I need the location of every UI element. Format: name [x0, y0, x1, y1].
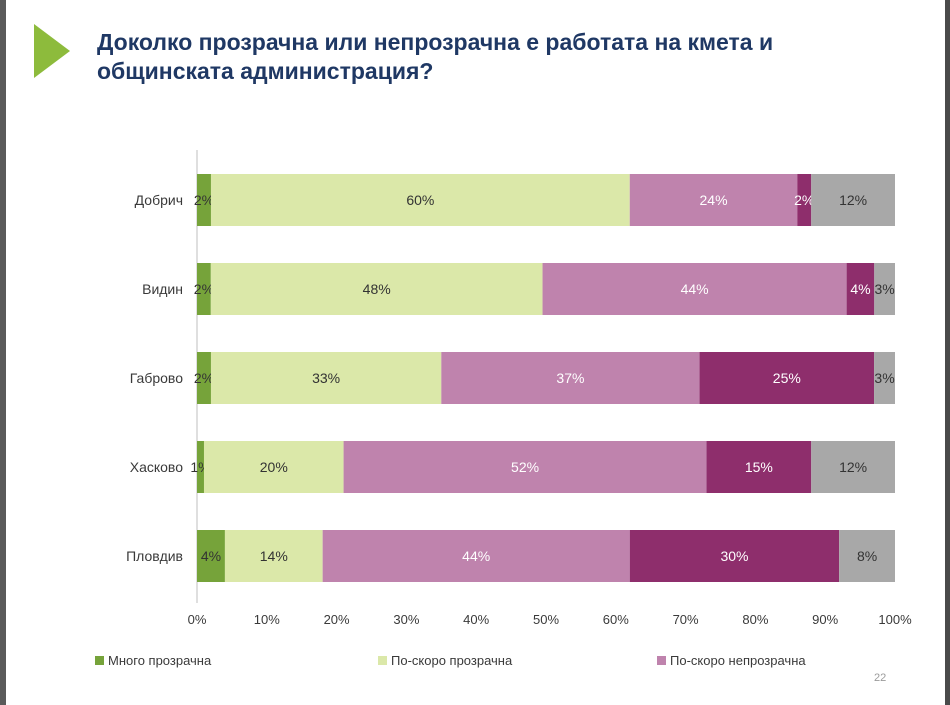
x-tick-label: 0% [188, 612, 207, 627]
category-label: Габрово [130, 370, 183, 386]
bar-segment [343, 441, 707, 493]
bar-segment [797, 174, 812, 226]
bar-segment [811, 174, 895, 226]
slide-right-edge [945, 0, 950, 705]
data-label: 4% [850, 281, 870, 297]
legend-label: По-скоро непрозрачна [670, 653, 806, 668]
data-label: 20% [260, 459, 288, 475]
data-label: 8% [857, 548, 877, 564]
category-label: Видин [142, 281, 183, 297]
data-label: 15% [745, 459, 773, 475]
slide-title: Доколко прозрачна или непрозрачна е рабо… [97, 29, 774, 84]
data-label: 37% [556, 370, 584, 386]
triangle-logo-icon [34, 24, 70, 78]
bar-segment [811, 441, 895, 493]
x-tick-label: 30% [393, 612, 419, 627]
bar-segment [629, 530, 840, 582]
bar-segment [846, 263, 875, 315]
category-label: Хасково [130, 459, 183, 475]
bar-segment [197, 263, 211, 315]
category-label: Добрич [135, 192, 183, 208]
x-tick-label: 60% [603, 612, 629, 627]
bar-segment [197, 441, 204, 493]
data-label: 3% [874, 370, 894, 386]
data-label: 2% [794, 192, 814, 208]
bar-segment [197, 174, 211, 226]
data-label: 25% [773, 370, 801, 386]
legend-swatch [378, 656, 387, 665]
bar-segment [874, 263, 895, 315]
x-tick-label: 90% [812, 612, 838, 627]
x-tick-label: 70% [673, 612, 699, 627]
x-tick-label: 40% [463, 612, 489, 627]
bar-segment [706, 441, 812, 493]
data-label: 3% [875, 281, 895, 297]
data-label: 52% [511, 459, 539, 475]
x-tick-label: 10% [254, 612, 280, 627]
data-label: 2% [194, 370, 214, 386]
data-label: 12% [839, 192, 867, 208]
bar-segment [699, 352, 875, 404]
bar-segment [441, 352, 700, 404]
legend-swatch [657, 656, 666, 665]
data-label: 14% [260, 548, 288, 564]
bar-segment [322, 530, 630, 582]
bar-segment [210, 174, 630, 226]
legend-label: Много прозрачна [108, 653, 212, 668]
bar-segment [197, 352, 211, 404]
data-label: 2% [194, 192, 214, 208]
data-label: 24% [700, 192, 728, 208]
data-label: 33% [312, 370, 340, 386]
x-tick-label: 50% [533, 612, 559, 627]
data-label: 48% [363, 281, 391, 297]
bar-segment [224, 530, 323, 582]
data-label: 2% [194, 281, 214, 297]
data-label: 60% [406, 192, 434, 208]
bar-segment [874, 352, 895, 404]
data-label: 44% [681, 281, 709, 297]
data-label: 30% [720, 548, 748, 564]
legend-swatch [95, 656, 104, 665]
data-label: 44% [462, 548, 490, 564]
bar-segment [210, 352, 442, 404]
bar-segment [197, 530, 225, 582]
data-label: 4% [201, 548, 221, 564]
bar-segment [839, 530, 895, 582]
x-tick-label: 100% [878, 612, 912, 627]
bar-segment [203, 441, 344, 493]
bar-segment [542, 263, 847, 315]
slide-left-edge [0, 0, 6, 705]
data-label: 12% [839, 459, 867, 475]
bar-segment [210, 263, 543, 315]
bar-segment [629, 174, 798, 226]
page-number: 22 [874, 672, 887, 684]
x-tick-label: 80% [742, 612, 768, 627]
x-tick-label: 20% [324, 612, 350, 627]
legend-label: По-скоро прозрачна [391, 653, 513, 668]
category-label: Пловдив [126, 548, 183, 564]
